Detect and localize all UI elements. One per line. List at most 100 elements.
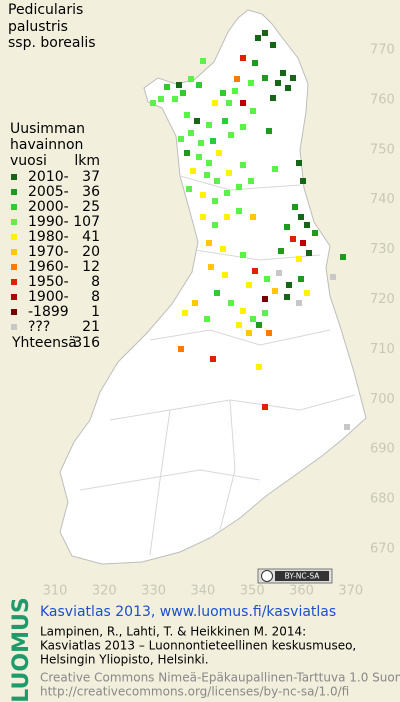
observation-square — [248, 80, 254, 86]
license-line: Creative Commons Nimeä-Epäkaupallinen-Ta… — [40, 671, 400, 685]
observation-square — [266, 330, 272, 336]
observation-square — [255, 35, 261, 41]
observation-square — [248, 178, 254, 184]
observation-square — [188, 76, 194, 82]
grid-labels: 310 320 330 340 350 360 370 670 680 690 700 710 720 7… — [43, 43, 395, 599]
legend-swatch — [11, 219, 17, 225]
legend-swatch — [11, 294, 17, 300]
observation-square — [312, 230, 318, 236]
citation-line: Kasviatlas 2013 – Luonnontieteellinen ke… — [40, 639, 356, 653]
observation-square — [262, 296, 268, 302]
observation-square — [172, 96, 178, 102]
observation-square — [300, 240, 306, 246]
observation-square — [232, 88, 238, 94]
observation-square — [220, 246, 226, 252]
observation-square — [246, 282, 252, 288]
title-line: palustris — [8, 19, 68, 35]
license-badge: BY-NC-SA — [257, 568, 333, 584]
legend-count: 25 — [82, 199, 100, 215]
observation-square — [222, 118, 228, 124]
observation-square — [256, 322, 262, 328]
observation-square — [292, 204, 298, 210]
legend-swatch — [11, 249, 17, 255]
observation-square — [236, 208, 242, 214]
x-grid-label: 330 — [141, 584, 166, 599]
observation-square — [188, 130, 194, 136]
observation-square — [206, 160, 212, 166]
citation-line: Helsingin Yliopisto, Helsinki. — [40, 653, 209, 667]
observation-square — [280, 70, 286, 76]
legend-swatch — [11, 324, 17, 330]
legend-heading: Uusimman — [10, 121, 85, 137]
observation-square — [290, 75, 296, 81]
observation-square — [240, 100, 246, 106]
observation-square — [236, 184, 242, 190]
legend-count: 8 — [91, 274, 100, 290]
observation-square — [206, 240, 212, 246]
legend-count-label: lkm — [74, 153, 100, 169]
citation-line: Lampinen, R., Lahti, T. & Heikkinen M. 2… — [40, 625, 306, 639]
observation-square — [226, 100, 232, 106]
observation-square — [222, 272, 228, 278]
observation-square — [252, 60, 258, 66]
observation-square — [182, 310, 188, 316]
observation-square — [180, 90, 186, 96]
observation-square — [252, 268, 258, 274]
y-grid-label: 710 — [370, 342, 395, 357]
legend-count: 37 — [82, 169, 100, 185]
observation-square — [304, 290, 310, 296]
legend-label: ??? — [28, 319, 50, 335]
y-grid-label: 690 — [370, 442, 395, 457]
observation-square — [330, 274, 336, 280]
x-grid-label: 370 — [338, 584, 363, 599]
observation-square — [196, 154, 202, 160]
title-line: ssp. borealis — [8, 35, 96, 51]
logo: LUOMUS — [9, 597, 34, 702]
observation-square — [262, 75, 268, 81]
observation-square — [164, 84, 170, 90]
legend-swatch — [11, 264, 17, 270]
y-grid-label: 720 — [370, 292, 395, 307]
y-grid-label: 670 — [370, 542, 395, 557]
legend-label: 2005- — [28, 184, 69, 200]
observation-square — [344, 424, 350, 430]
observation-square — [178, 346, 184, 352]
observation-square — [224, 214, 230, 220]
legend-count: 20 — [82, 244, 100, 260]
observation-square — [208, 264, 214, 270]
observation-square — [298, 276, 304, 282]
observation-square — [300, 178, 306, 184]
observation-square — [240, 55, 246, 61]
legend-count: 41 — [82, 229, 100, 245]
observation-square — [246, 330, 252, 336]
legend-swatch — [11, 204, 17, 210]
legend-count: 12 — [82, 259, 100, 275]
observation-square — [262, 30, 268, 36]
y-grid-label: 760 — [370, 92, 395, 107]
region-borders — [79, 175, 356, 556]
observation-square — [200, 58, 206, 64]
y-grid-label: 700 — [370, 392, 395, 407]
legend-count: 36 — [82, 184, 100, 200]
observation-square — [184, 150, 190, 156]
legend-label: -1899 — [28, 304, 69, 320]
legend-swatch — [11, 234, 17, 240]
observation-square — [276, 270, 282, 276]
cc-icon — [261, 570, 273, 582]
observation-square — [270, 42, 276, 48]
observation-square — [262, 310, 268, 316]
legend-label: 2010- — [28, 169, 69, 185]
observation-square — [240, 252, 246, 258]
link[interactable]: Kasviatlas 2013, www.luomus.fi/kasviatla… — [40, 604, 336, 620]
observation-square — [200, 192, 206, 198]
observation-square — [214, 178, 220, 184]
observation-square — [256, 364, 262, 370]
x-grid-label: 340 — [190, 584, 215, 599]
observation-square — [196, 82, 202, 88]
y-grid-label: 770 — [370, 43, 395, 58]
y-grid-label: 750 — [370, 142, 395, 157]
observation-square — [240, 162, 246, 168]
observation-square — [212, 222, 218, 228]
y-grid-label: 730 — [370, 242, 395, 257]
observation-square — [206, 122, 212, 128]
